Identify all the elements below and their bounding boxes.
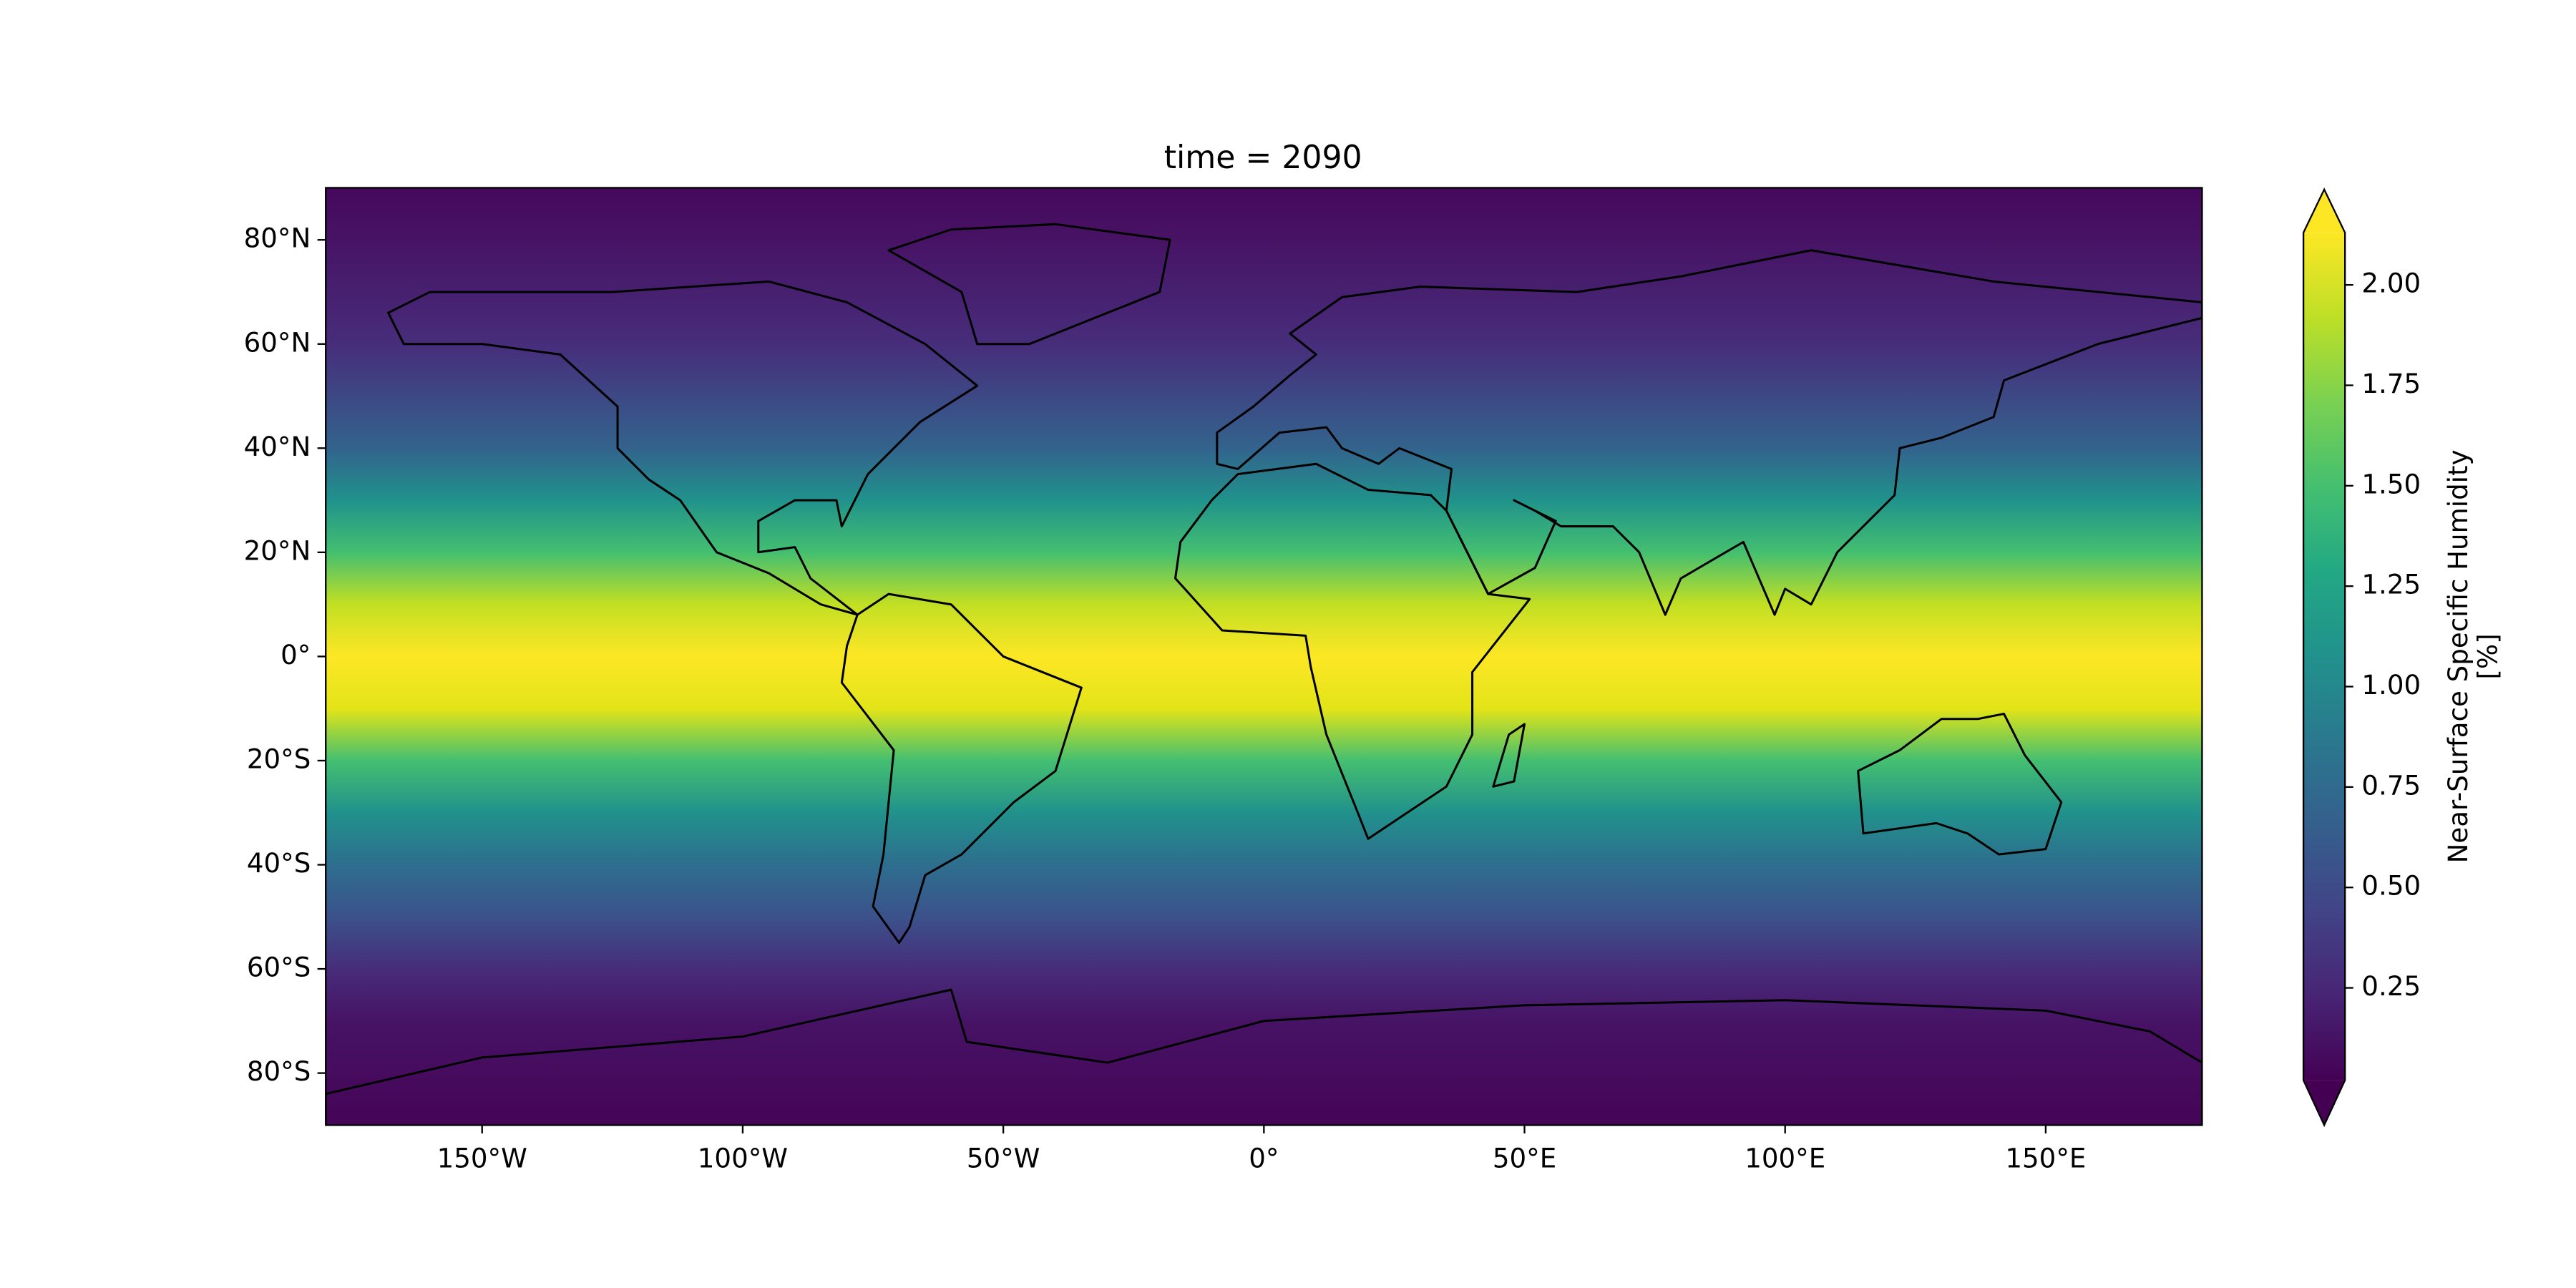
coastline bbox=[840, 592, 1083, 945]
colorbar-tick-label: 0.25 bbox=[2361, 971, 2421, 1002]
x-tick-label: 150°W bbox=[437, 1143, 527, 1174]
y-tick-label: 60°S bbox=[247, 952, 311, 983]
colorbar-tick-label: 1.25 bbox=[2361, 570, 2421, 600]
x-tick-label: 150°E bbox=[2005, 1143, 2086, 1174]
y-tick-label: 80°N bbox=[244, 223, 311, 254]
coastline bbox=[387, 280, 979, 616]
x-tick-label: 100°E bbox=[1745, 1143, 1825, 1174]
colorbar-tick-label: 1.00 bbox=[2361, 670, 2421, 701]
map-title: time = 2090 bbox=[1164, 140, 1362, 176]
colorbar-extend-max bbox=[2303, 189, 2346, 233]
y-tick-label: 80°S bbox=[247, 1056, 311, 1087]
colorbar-tick-label: 0.75 bbox=[2361, 770, 2421, 801]
x-tick-label: 100°W bbox=[698, 1143, 788, 1174]
coastline bbox=[1216, 249, 2202, 616]
coastline bbox=[887, 223, 1171, 346]
y-tick-label: 20°N bbox=[244, 535, 311, 566]
colorbar-extend-min bbox=[2303, 1080, 2346, 1126]
y-tick-label: 40°S bbox=[247, 848, 311, 879]
colorbar: 0.25 0.50 0.75 1.00 1.25 1.50 1.75 2.00 Near-Sur… bbox=[2302, 187, 2504, 1128]
y-tick-label: 0° bbox=[280, 640, 311, 670]
x-tick-label: 50°W bbox=[967, 1143, 1040, 1174]
colorbar-ramp bbox=[2303, 233, 2346, 1080]
x-tick-label: 0° bbox=[1249, 1143, 1279, 1174]
coastline bbox=[1492, 723, 1526, 788]
x-tick-label: 50°E bbox=[1493, 1143, 1556, 1174]
coastline bbox=[1174, 462, 1531, 840]
colorbar-tick-label: 1.50 bbox=[2361, 469, 2421, 499]
colorbar-label: [%] bbox=[2473, 633, 2504, 679]
humidity-field bbox=[326, 187, 2202, 1126]
y-tick-label: 40°N bbox=[244, 431, 311, 462]
coastline bbox=[1857, 713, 2063, 856]
colorbar-outline bbox=[2302, 187, 2346, 1128]
colorbar-tick-label: 1.75 bbox=[2361, 369, 2421, 399]
coastline bbox=[326, 988, 2202, 1126]
colorbar-tick-label: 2.00 bbox=[2361, 268, 2421, 299]
y-tick-label: 60°N bbox=[244, 327, 311, 358]
colorbar-tick-label: 0.50 bbox=[2361, 871, 2421, 902]
colorbar-label: Near-Surface Specific Humidity bbox=[2443, 449, 2474, 863]
y-tick-label: 20°S bbox=[247, 743, 311, 774]
coastlines bbox=[326, 223, 2202, 1126]
